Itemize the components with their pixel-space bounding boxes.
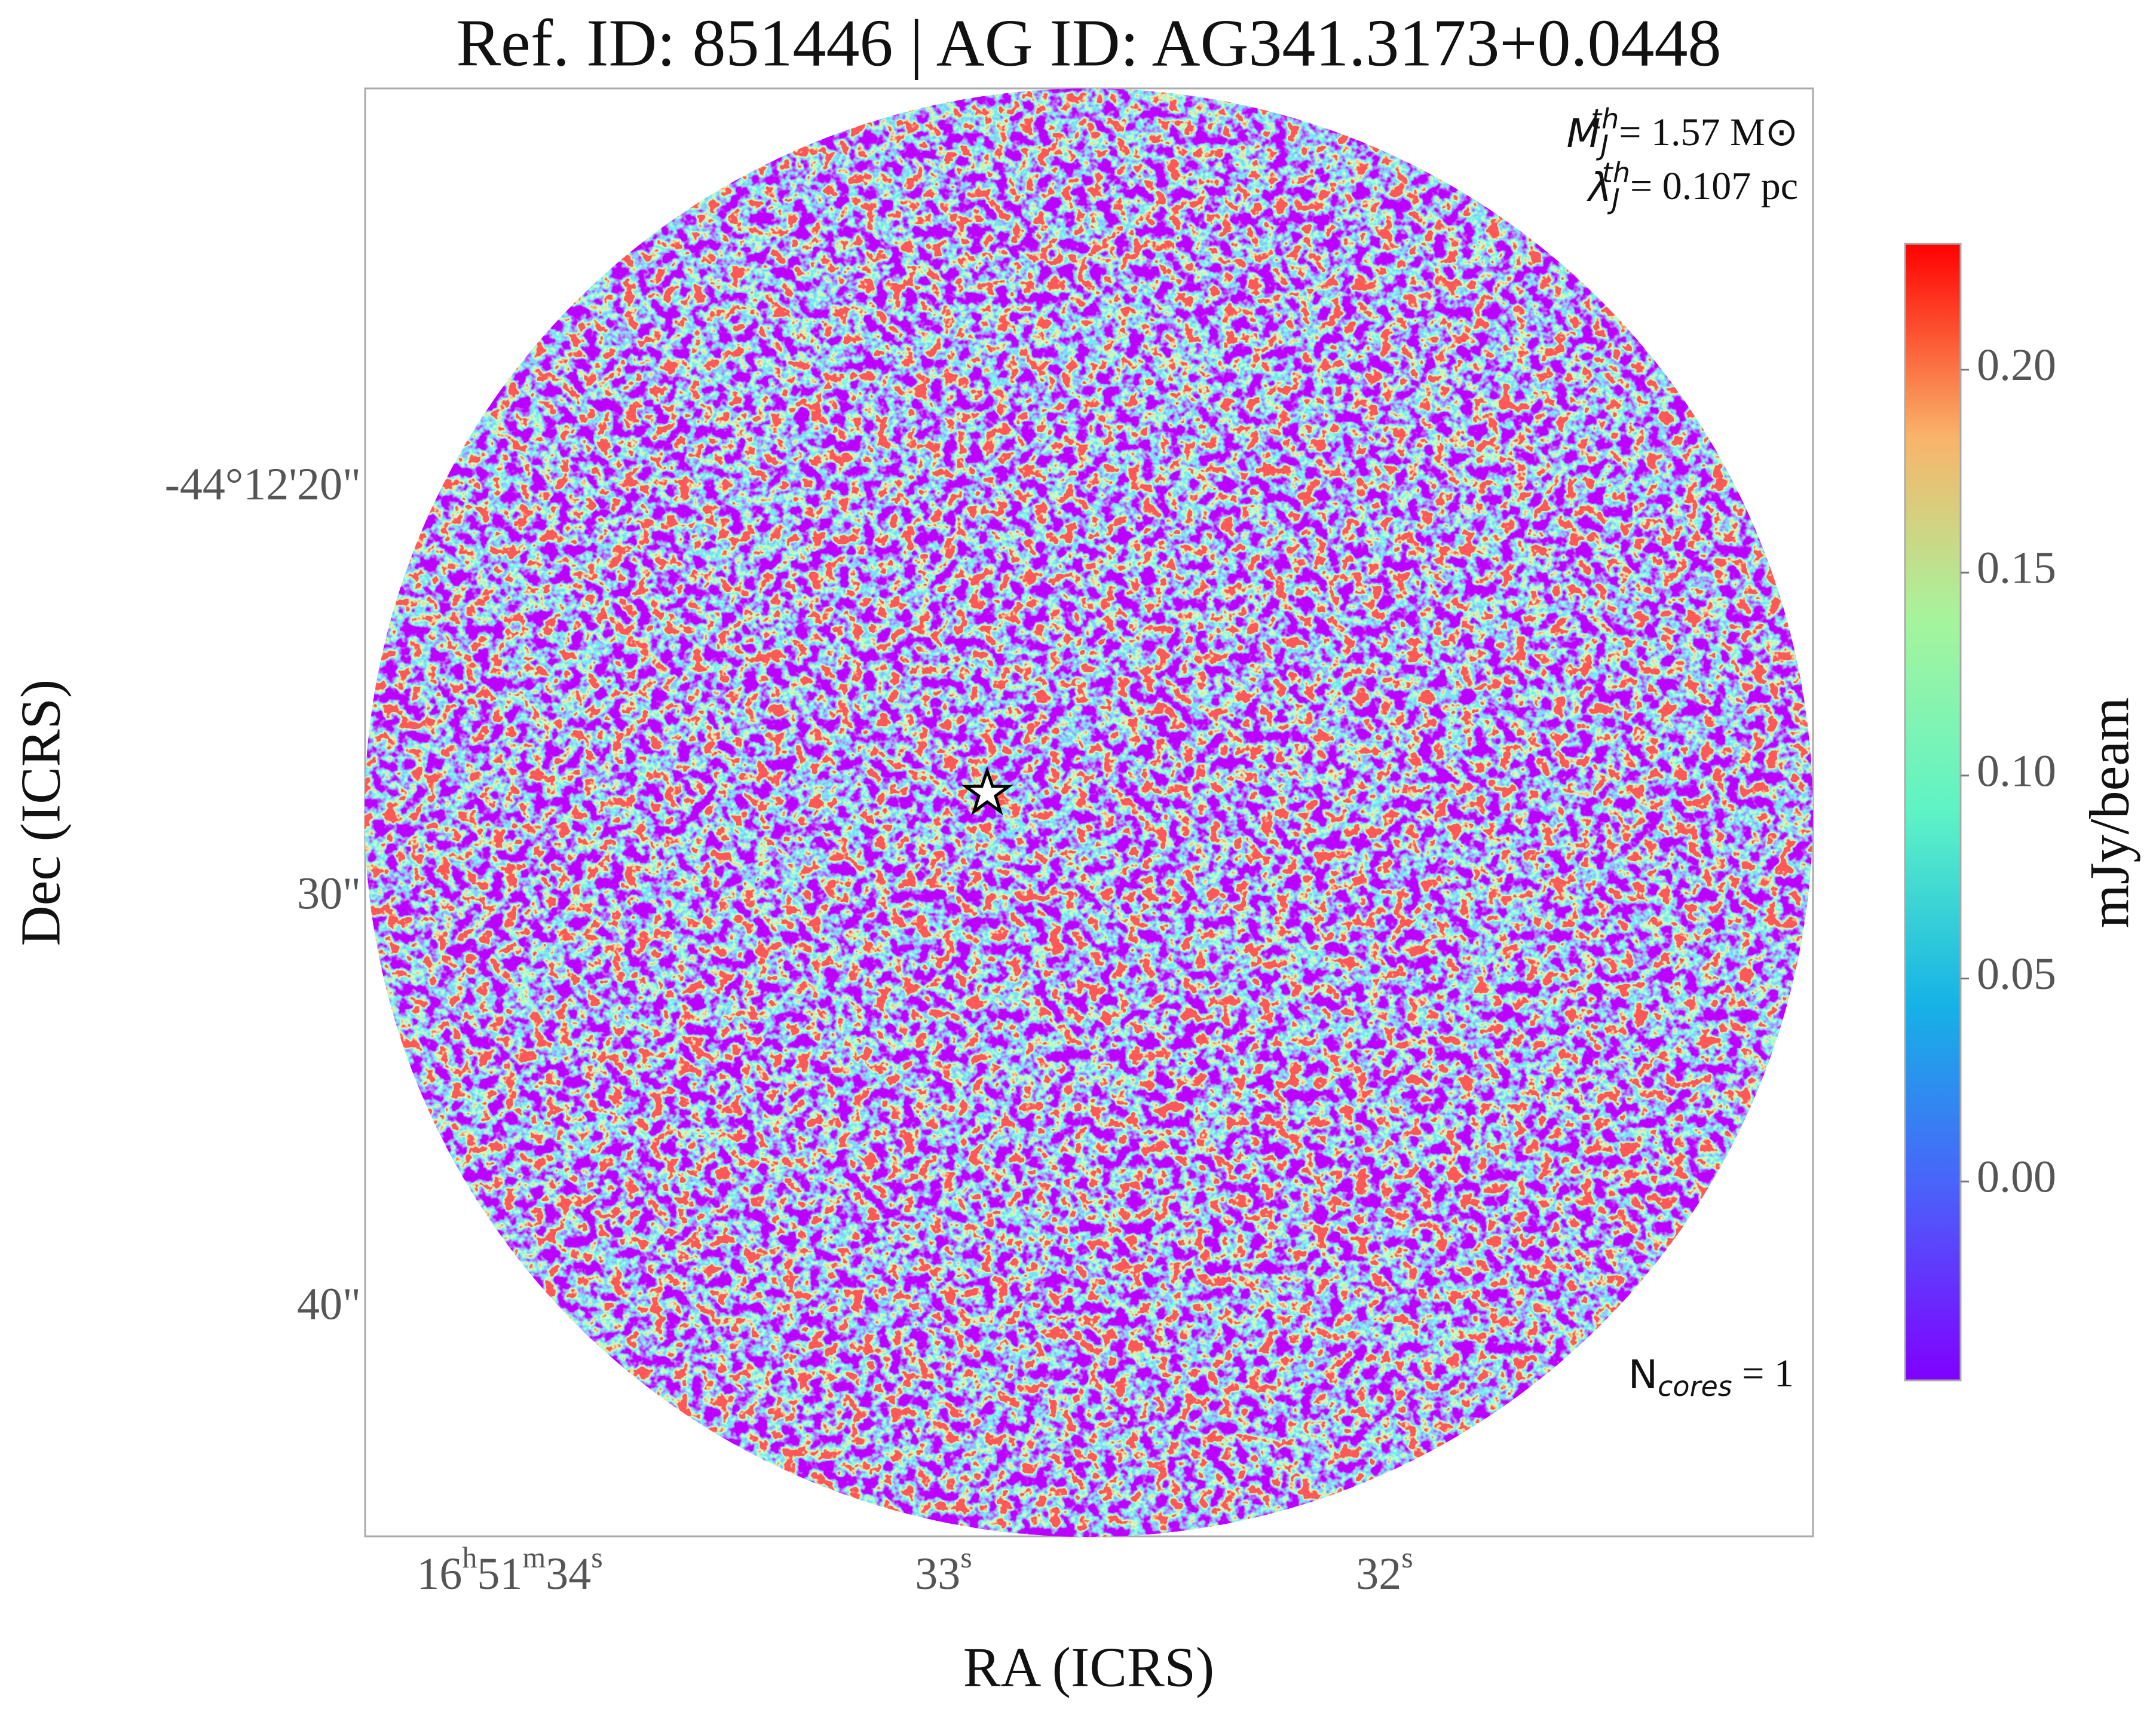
colorbar bbox=[1904, 243, 1962, 1382]
tick-part: 51 bbox=[477, 1549, 522, 1599]
core-marker bbox=[961, 766, 1013, 816]
x-tick-label: 16h​51m​34s​ bbox=[416, 1541, 602, 1599]
x-tick-label: 33s​ bbox=[915, 1541, 972, 1599]
superscript: th bbox=[1602, 157, 1630, 189]
colorbar-tick-label: 0.10 bbox=[1977, 746, 2056, 796]
y-tick-label: -44°12'20" bbox=[165, 459, 361, 509]
annotation-mass: MJth= 1.57 M⊙ bbox=[1567, 103, 1798, 161]
symbol: M bbox=[1567, 111, 1601, 157]
tick-part: 34 bbox=[546, 1549, 591, 1599]
annotation-text: = 1 bbox=[1732, 1352, 1794, 1395]
tick-part: 16 bbox=[416, 1549, 462, 1599]
y-tick-label: 30" bbox=[297, 868, 361, 918]
chart-title: Ref. ID: 851446 | AG ID: AG341.3173+0.04… bbox=[456, 7, 1721, 81]
annotation-text: = 1.57 M⊙ bbox=[1619, 111, 1798, 154]
colorbar-label: mJy/beam bbox=[2079, 697, 2141, 928]
annotation-cores: Ncores = 1 bbox=[1628, 1352, 1794, 1402]
annotation-length: λJth= 0.107 pc bbox=[1587, 157, 1798, 215]
tick-sup: s bbox=[960, 1541, 972, 1574]
colorbar-tick-label: 0.20 bbox=[1977, 340, 2056, 390]
tick-part: 32 bbox=[1356, 1549, 1401, 1599]
annotation-text: = 0.107 pc bbox=[1630, 164, 1798, 208]
tick-sup: h bbox=[462, 1541, 477, 1574]
tick-part: 33 bbox=[915, 1549, 960, 1599]
colorbar-tick-label: 0.00 bbox=[1977, 1152, 2056, 1202]
subscript: cores bbox=[1658, 1370, 1732, 1402]
intensity-map bbox=[365, 88, 1813, 1537]
symbol: N bbox=[1628, 1352, 1658, 1398]
tick-sup: s bbox=[1401, 1541, 1413, 1574]
y-axis-label: Dec (ICRS) bbox=[10, 679, 72, 946]
y-tick-label: 40" bbox=[297, 1279, 361, 1329]
colorbar-tick-label: 0.15 bbox=[1977, 543, 2056, 593]
tick-sup: s bbox=[591, 1541, 602, 1574]
colorbar-tick-label: 0.05 bbox=[1977, 949, 2056, 999]
symbol: λ bbox=[1587, 164, 1612, 210]
tick-sup: m bbox=[522, 1541, 546, 1574]
x-tick-label: 32s​ bbox=[1356, 1541, 1413, 1599]
noise-field bbox=[365, 88, 1813, 1537]
superscript: th bbox=[1591, 103, 1619, 135]
x-axis-label: RA (ICRS) bbox=[963, 1637, 1214, 1699]
